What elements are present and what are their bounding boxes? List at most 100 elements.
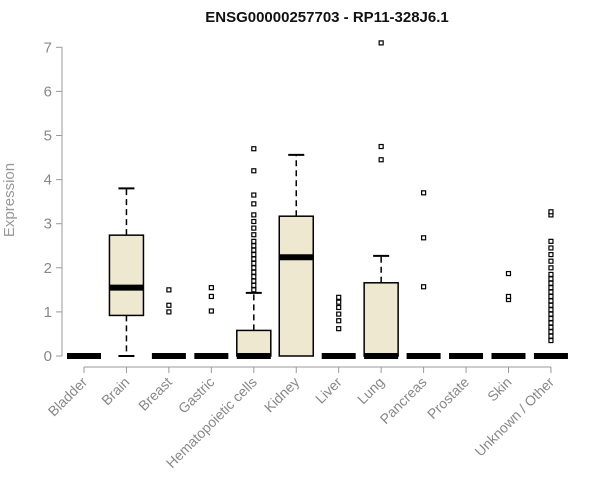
y-tick-label: 4 (44, 172, 52, 189)
outlier-point (336, 294, 342, 300)
x-tick-label: Skin (484, 374, 515, 405)
outlier-point (548, 271, 554, 278)
y-tick-label: 3 (44, 216, 52, 233)
outlier-point (251, 274, 257, 280)
outlier-point (251, 146, 257, 152)
y-axis-label: Expression (1, 163, 18, 237)
x-tick-label: Lung (354, 374, 387, 407)
outlier-point (251, 265, 257, 271)
outlier-point (251, 247, 257, 253)
x-tick-label: Unknown / Other (471, 374, 557, 460)
y-axis: 0 1 2 3 4 5 6 7 (44, 39, 63, 365)
outlier-point (548, 238, 554, 244)
box-group (108, 187, 145, 357)
outlier-point (548, 280, 554, 286)
box-group (194, 285, 229, 359)
outlier-point (336, 304, 342, 311)
y-tick-label: 2 (44, 260, 52, 277)
outlier-point (548, 315, 554, 322)
y-tick-label: 7 (44, 39, 52, 56)
x-tick-label: Bladder (45, 374, 91, 420)
box-iqr (278, 215, 314, 357)
outlier-point (251, 256, 257, 262)
box-group (406, 190, 441, 359)
box-group (236, 146, 272, 359)
outlier-point (378, 40, 384, 46)
outlier-point (166, 309, 172, 315)
outlier-point (548, 293, 554, 300)
outlier-point (548, 265, 554, 271)
outlier-point (548, 258, 554, 264)
outlier-point (421, 235, 427, 241)
box-group (363, 40, 399, 359)
outlier-point (251, 238, 257, 244)
outlier-point (251, 243, 257, 249)
outlier-point (378, 143, 384, 150)
outlier-point (548, 209, 554, 215)
outlier-point (505, 293, 512, 300)
outlier-point (548, 324, 554, 330)
y-tick-label: 6 (44, 83, 52, 100)
box-iqr (236, 329, 272, 357)
outlier-point (336, 326, 342, 332)
outlier-point (336, 299, 342, 305)
outlier-point (548, 333, 554, 339)
outlier-point (208, 293, 214, 300)
box-iqr (363, 282, 399, 357)
outlier-point (378, 157, 384, 163)
outlier-point (251, 225, 257, 231)
outlier-point (505, 270, 512, 277)
outlier-point (251, 218, 257, 225)
outlier-point (208, 308, 214, 314)
outlier-point (336, 311, 342, 317)
y-tick-label: 0 (44, 348, 52, 365)
outlier-point (251, 168, 257, 174)
outlier-point (548, 289, 554, 295)
outlier-point (548, 298, 554, 304)
x-tick-label: Kidney (261, 374, 303, 416)
box-group (321, 294, 356, 359)
outlier-point (251, 287, 257, 293)
outlier-point (251, 212, 257, 218)
x-tick-label: Brain (98, 374, 132, 408)
box-group (533, 209, 568, 359)
outlier-point (208, 285, 214, 291)
outlier-point (548, 320, 554, 326)
box-group (278, 153, 314, 357)
outlier-point (421, 190, 427, 196)
box-group (491, 270, 526, 359)
outlier-point (251, 232, 257, 238)
x-tick-label: Pancreas (377, 374, 430, 427)
outlier-point (548, 285, 554, 291)
outlier-point (336, 318, 342, 324)
outlier-point (548, 251, 554, 258)
x-tick-label: Breast (135, 374, 175, 414)
x-tick-label: Liver (312, 374, 345, 407)
x-tick-label: Prostate (424, 374, 472, 422)
outlier-point (548, 311, 554, 317)
outlier-point (251, 201, 257, 207)
y-tick-label: 1 (44, 304, 52, 321)
plot-area (67, 40, 568, 359)
outlier-point (548, 337, 554, 344)
chart-title: ENSG00000257703 - RP11-328J6.1 (205, 9, 449, 26)
outlier-point (548, 302, 554, 308)
outlier-point (548, 245, 554, 251)
outlier-point (548, 329, 554, 335)
box-iqr (108, 234, 145, 317)
outlier-point (251, 251, 257, 258)
box-group (151, 287, 186, 359)
outlier-point (548, 307, 554, 313)
outlier-point (166, 287, 172, 293)
outlier-point (251, 269, 257, 275)
outlier-point (251, 282, 257, 289)
outlier-point (166, 302, 172, 308)
outlier-point (251, 192, 257, 198)
outlier-point (548, 276, 554, 282)
outlier-point (251, 260, 257, 266)
outlier-point (421, 284, 427, 290)
y-tick-label: 5 (44, 128, 52, 145)
outlier-point (251, 278, 257, 284)
